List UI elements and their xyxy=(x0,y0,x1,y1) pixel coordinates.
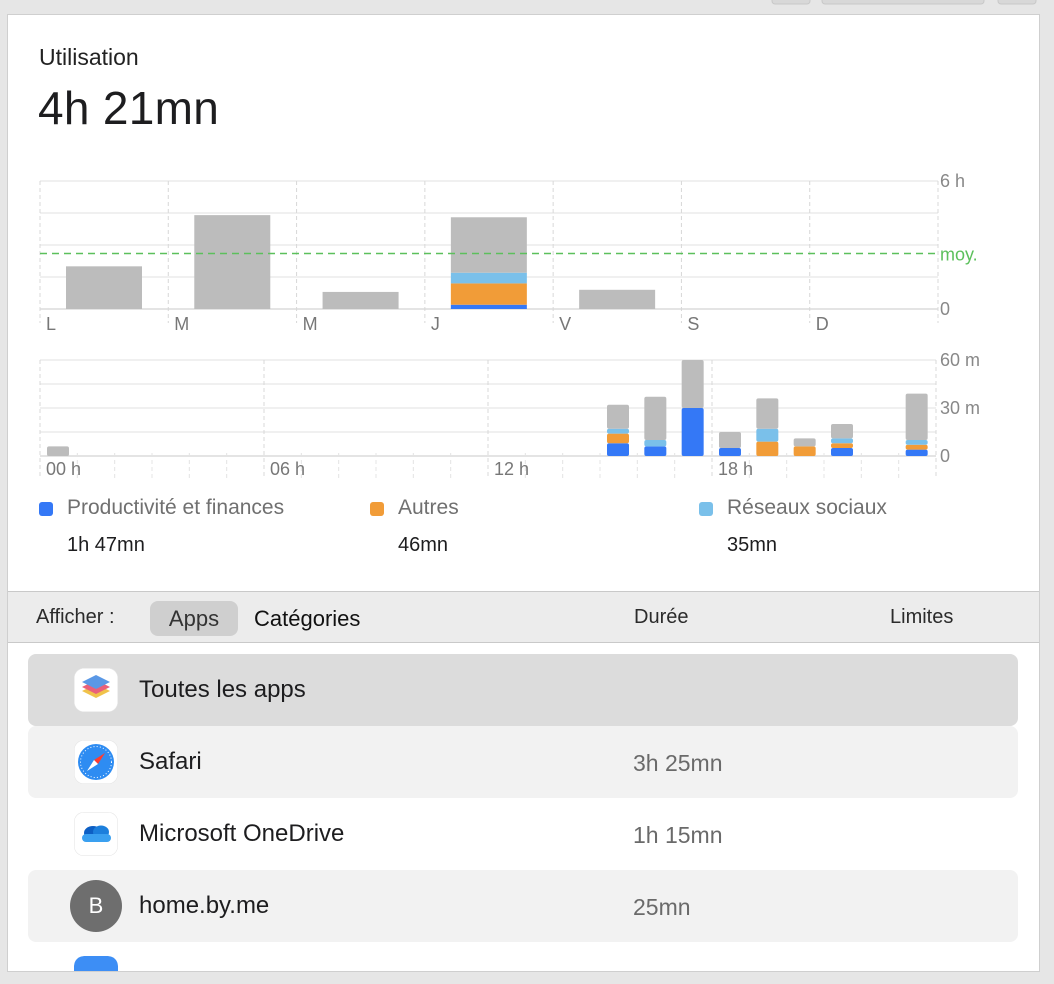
hour-bar-segment xyxy=(47,446,69,456)
hour-tick-label: 06 h xyxy=(270,459,305,479)
y-tick-label: 0 xyxy=(940,446,950,466)
hour-tick-label: 00 h xyxy=(46,459,81,479)
usage-title: Utilisation xyxy=(39,44,139,70)
weekly-usage-chart: L M M J V S D 6 h moy. 0 xyxy=(39,171,978,334)
y-tick-label: 0 xyxy=(940,299,950,319)
hour-bar-segment xyxy=(905,444,928,450)
day-bar-segment xyxy=(579,289,656,309)
hour-bar-segment xyxy=(905,440,928,445)
show-label: Afficher : xyxy=(36,606,115,628)
categories-segment[interactable]: Catégories xyxy=(254,606,361,631)
day-tick-label: L xyxy=(46,314,56,334)
y-tick-label: 30 m xyxy=(940,398,980,418)
app-duration: 25mn xyxy=(633,894,691,920)
y-tick-label: 60 m xyxy=(940,350,980,370)
hour-bar-segment xyxy=(607,428,629,434)
app-icon-partial xyxy=(74,956,118,971)
y-tick-label: 6 h xyxy=(940,171,965,191)
day-bar-segment xyxy=(450,272,527,284)
app-row-all-apps[interactable]: Toutes les apps xyxy=(28,654,1018,726)
day-bar-segment xyxy=(450,283,527,305)
onedrive-cloud-icon xyxy=(74,812,118,856)
safari-compass-icon xyxy=(74,740,118,784)
hour-bar-segment xyxy=(756,428,779,442)
hour-tick-label: 12 h xyxy=(494,459,529,479)
view-toolbar: Afficher : Apps Catégories Durée Limites xyxy=(8,591,1039,643)
window-top-edge xyxy=(771,0,1037,5)
usage-total: 4h 21mn xyxy=(38,82,220,134)
y-tick-label: moy. xyxy=(940,245,978,265)
legend-value: 46mn xyxy=(398,534,449,556)
screen-time-panel: Utilisation 4h 21mn L M M J V S D 6 h moy. 0 00 h… xyxy=(7,14,1040,972)
day-tick-label: V xyxy=(559,314,571,334)
day-tick-label: M xyxy=(174,314,189,334)
day-tick-label: J xyxy=(431,314,440,334)
legend-social: Réseaux sociaux 35mn xyxy=(699,493,999,563)
hour-bar-segment xyxy=(831,438,853,444)
hour-bar-segment xyxy=(607,443,629,456)
day-bar-segment xyxy=(322,291,399,309)
hour-bar-segment xyxy=(719,432,741,448)
social-swatch xyxy=(699,502,713,516)
day-bar-segment xyxy=(450,304,527,309)
autres-swatch xyxy=(370,502,384,516)
stack-icon xyxy=(74,668,118,712)
hour-bar-segment xyxy=(831,448,853,456)
hour-bar-segment xyxy=(793,446,816,456)
app-row-home-by-me[interactable]: B home.by.me 25mn xyxy=(28,870,1018,942)
app-list: Toutes les apps Safari 3h 25mn xyxy=(8,644,1039,971)
apps-segment[interactable]: Apps xyxy=(150,601,238,636)
legend-name: Autres xyxy=(398,496,459,519)
letter-avatar-icon: B xyxy=(70,880,122,932)
hourly-usage-chart: 00 h 06 h 12 h 18 h 60 m 30 m 0 xyxy=(39,350,980,480)
day-bar-segment xyxy=(450,217,527,273)
hour-tick-label: 18 h xyxy=(718,459,753,479)
app-name: home.by.me xyxy=(139,892,270,919)
productivity-swatch xyxy=(39,502,53,516)
legend-autres: Autres 46mn xyxy=(370,493,670,563)
app-duration: 3h 25mn xyxy=(633,750,723,776)
app-name: Safari xyxy=(139,748,202,775)
hour-bar-segment xyxy=(831,424,853,439)
hour-bar-segment xyxy=(905,449,928,456)
hour-bar-segment xyxy=(905,393,928,440)
hour-bar-segment xyxy=(644,440,667,447)
hour-bar-segment xyxy=(681,408,704,456)
hour-bar-segment xyxy=(756,441,779,456)
limits-column-header[interactable]: Limites xyxy=(890,606,954,628)
hour-bar-segment xyxy=(831,443,853,448)
hour-bar-segment xyxy=(681,360,704,408)
legend-productivity: Productivité et finances 1h 47mn xyxy=(39,493,359,563)
hour-bar-segment xyxy=(756,398,779,429)
hour-bar-segment xyxy=(607,404,629,429)
hour-bar-segment xyxy=(644,396,667,440)
app-row-safari[interactable]: Safari 3h 25mn xyxy=(28,726,1018,798)
app-name: Microsoft OneDrive xyxy=(139,820,345,847)
hour-bar-segment xyxy=(607,433,629,444)
legend-value: 1h 47mn xyxy=(67,534,145,556)
legend-name: Productivité et finances xyxy=(67,496,285,519)
day-tick-label: S xyxy=(687,314,699,334)
day-bar-segment xyxy=(66,266,142,309)
day-tick-label: M xyxy=(303,314,318,334)
legend-name: Réseaux sociaux xyxy=(727,496,887,519)
app-row-cutoff[interactable] xyxy=(28,942,1018,971)
hour-bar-segment xyxy=(793,438,816,447)
duration-column-header[interactable]: Durée xyxy=(634,606,689,628)
app-duration: 1h 15mn xyxy=(633,822,723,848)
legend-value: 35mn xyxy=(727,534,778,556)
day-bar-segment xyxy=(194,215,271,309)
hour-bar-segment xyxy=(644,446,667,456)
app-row-onedrive[interactable]: Microsoft OneDrive 1h 15mn xyxy=(28,798,1018,870)
hour-bar-segment xyxy=(719,448,741,456)
day-tick-label: D xyxy=(816,314,829,334)
app-name: Toutes les apps xyxy=(139,676,306,703)
